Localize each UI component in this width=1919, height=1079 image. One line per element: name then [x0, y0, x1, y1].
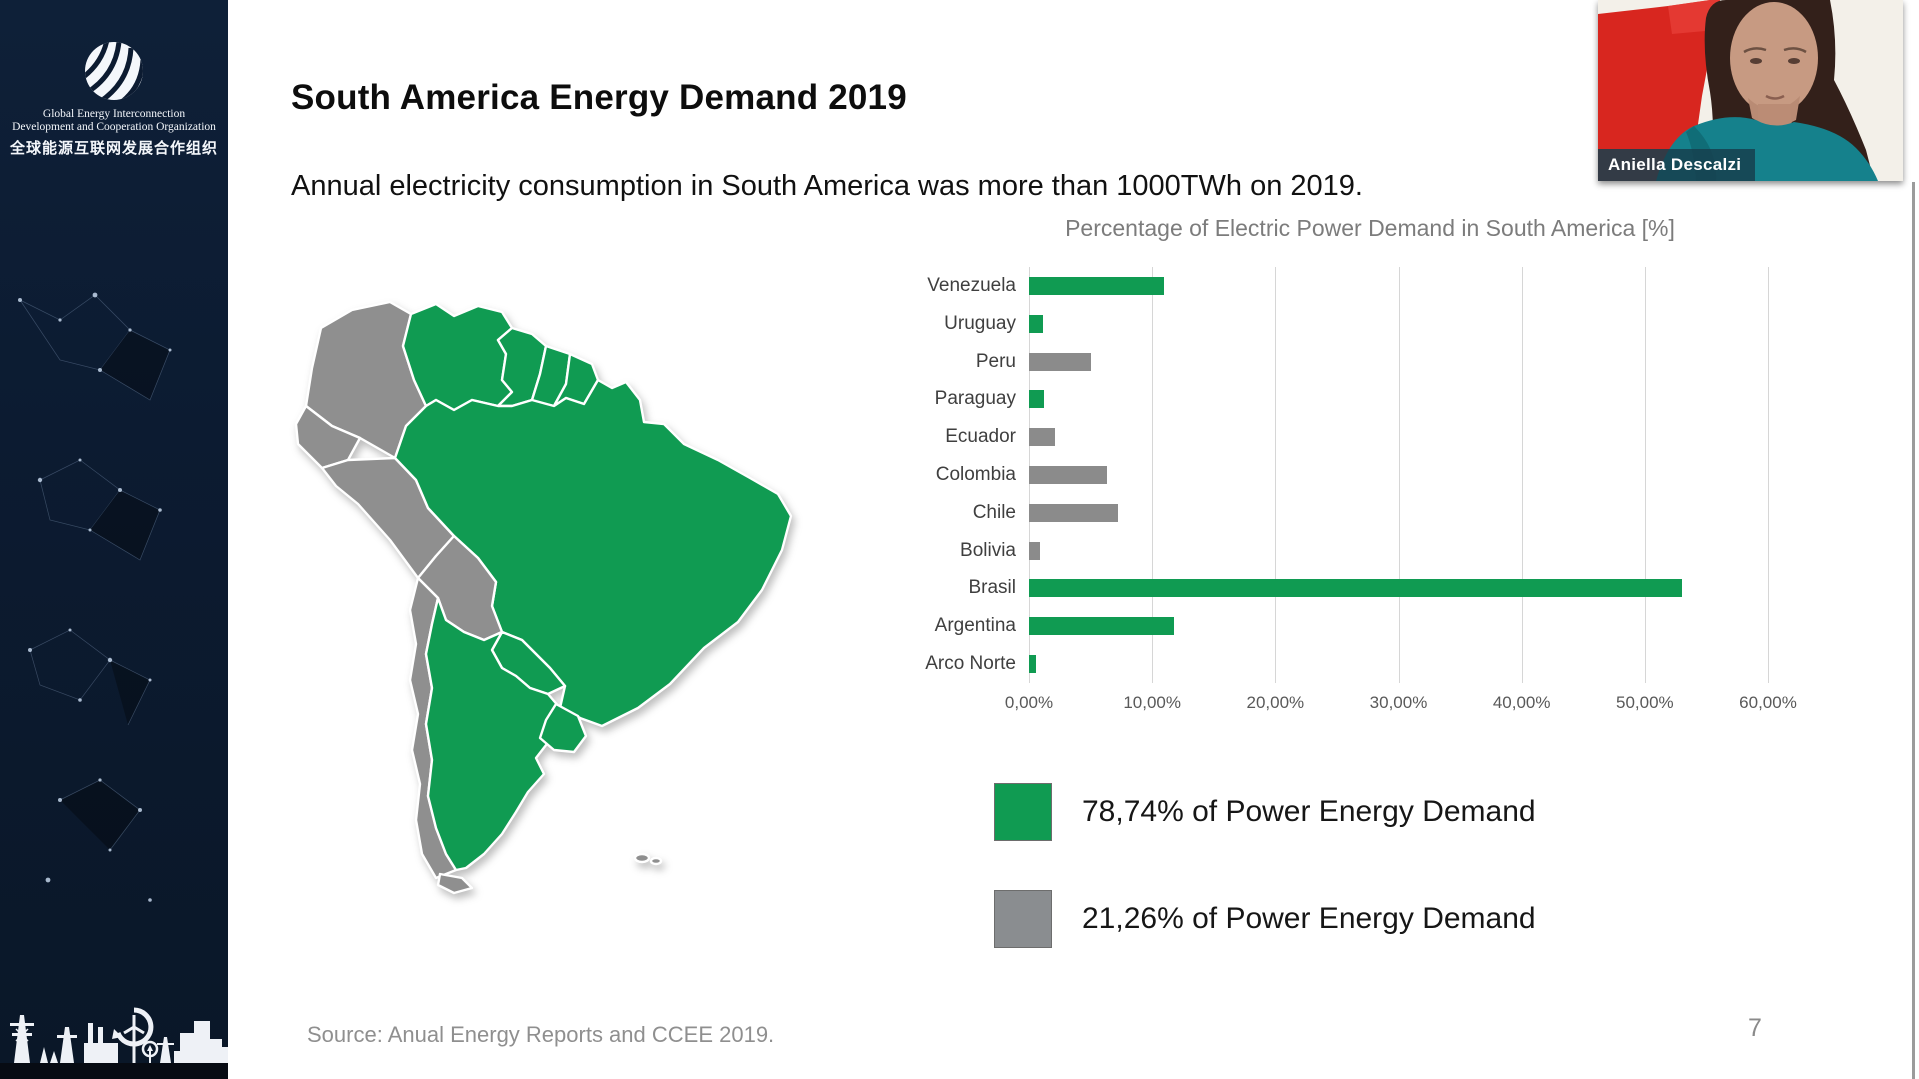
map-country-uruguay	[538, 702, 588, 754]
legend-swatch	[994, 890, 1052, 948]
sidebar-bottom-strip	[0, 1063, 228, 1079]
bar-track	[1029, 314, 1768, 333]
map-country-venezuela	[401, 302, 514, 412]
x-tick-label: 40,00%	[1492, 693, 1551, 712]
bar-category-label: Peru	[975, 350, 1016, 372]
org-name-english: Global Energy Interconnection Developmen…	[0, 108, 228, 134]
person-face	[1730, 2, 1818, 114]
energy-skyline-graphic	[10, 1007, 228, 1063]
bar-category-label: Venezuela	[927, 274, 1016, 296]
bar-track	[1029, 617, 1768, 636]
bar-track	[1029, 579, 1768, 598]
bar-category-label: Brasil	[968, 577, 1016, 599]
map-falkland-islands-2	[649, 856, 663, 866]
slide-title: South America Energy Demand 2019	[291, 78, 907, 117]
bar-track	[1029, 352, 1768, 371]
chart-row-peru: Peru	[870, 343, 1768, 381]
bar-category-label: Chile	[972, 501, 1016, 523]
geidco-globe-logo-icon	[0, 38, 228, 109]
gridline-20,00%	[1275, 267, 1277, 683]
bar-peru	[1029, 352, 1091, 371]
bar-category-label: Arco Norte	[925, 653, 1016, 675]
bar-brasil	[1029, 579, 1682, 598]
x-tick-label: 50,00%	[1615, 693, 1674, 712]
x-tick-label: 0,00%	[1004, 693, 1054, 712]
bar-colombia	[1029, 465, 1107, 484]
bar-category-label: Colombia	[935, 463, 1016, 485]
slide-subtitle: Annual electricity consumption in South …	[291, 170, 1363, 202]
bar-bolivia	[1029, 541, 1041, 560]
chart-row-argentina: Argentina	[870, 607, 1768, 645]
org-name-line2: Development and Cooperation Organization	[12, 121, 216, 133]
bar-category-label: Bolivia	[960, 539, 1016, 561]
chart-row-chile: Chile	[870, 494, 1768, 532]
bar-venezuela	[1029, 276, 1165, 295]
bar-track	[1029, 465, 1768, 484]
bar-track	[1029, 503, 1768, 522]
bar-paraguay	[1029, 390, 1044, 409]
bar-track	[1029, 390, 1768, 409]
chart-row-arco-norte: Arco Norte	[870, 645, 1768, 683]
bar-category-label: Paraguay	[934, 388, 1016, 410]
chart-row-brasil: Brasil	[870, 570, 1768, 608]
chart-row-paraguay: Paraguay	[870, 380, 1768, 418]
legend-swatch	[994, 783, 1052, 841]
org-name-line1: Global Energy Interconnection	[42, 108, 186, 120]
chart-row-colombia: Colombia	[870, 456, 1768, 494]
chart-row-venezuela: Venezuela	[870, 267, 1768, 305]
south-america-map	[240, 288, 820, 908]
gridline-30,00%	[1398, 267, 1400, 683]
bar-argentina	[1029, 617, 1175, 636]
webcam-video-tile[interactable]: Aniella Descalzi	[1598, 0, 1903, 181]
chart-rows: Venezuela Uruguay Peru Paraguay Ecuador Colom…	[870, 267, 1768, 683]
bar-track	[1029, 276, 1768, 295]
bar-arco-norte	[1029, 655, 1037, 674]
bar-track	[1029, 655, 1768, 674]
source-note: Source: Anual Energy Reports and CCEE 20…	[307, 1022, 775, 1047]
chart-row-ecuador: Ecuador	[870, 418, 1768, 456]
constellation-pattern	[18, 292, 172, 902]
bar-chile	[1029, 503, 1118, 522]
chart-row-uruguay: Uruguay	[870, 305, 1768, 343]
gridline-50,00%	[1644, 267, 1646, 683]
map-tierra-del-fuego	[436, 872, 474, 895]
org-name-chinese: 全球能源互联网发展合作组织	[9, 140, 218, 157]
bar-category-label: Uruguay	[944, 312, 1016, 334]
x-tick-label: 20,00%	[1246, 693, 1305, 712]
map-country-argentina	[424, 596, 582, 872]
legend-item: 78,74% of Power Energy Demand	[994, 783, 1536, 841]
bar-category-label: Ecuador	[945, 426, 1016, 448]
bar-chart: Venezuela Uruguay Peru Paraguay Ecuador Colom…	[870, 267, 1797, 712]
x-tick-label: 60,00%	[1739, 693, 1797, 712]
chart-x-axis: 0,00% 10,00% 20,00% 30,00% 40,00% 50,00% 60,00…	[870, 693, 1797, 717]
gridline-40,00%	[1521, 267, 1523, 683]
chart-title: Percentage of Electric Power Demand in S…	[1065, 215, 1675, 241]
legend-label: 78,74% of Power Energy Demand	[1082, 795, 1536, 828]
chart-legend: 78,74% of Power Energy Demand 21,26% of P…	[994, 783, 1536, 997]
gridline-60,00%	[1768, 267, 1769, 683]
gridline-10,00%	[1152, 267, 1154, 683]
legend-label: 21,26% of Power Energy Demand	[1082, 902, 1536, 935]
participant-name-tag: Aniella Descalzi	[1598, 149, 1756, 181]
x-tick-label: 30,00%	[1369, 693, 1428, 712]
bar-uruguay	[1029, 314, 1043, 333]
window-scrollbar[interactable]	[1912, 182, 1915, 1079]
sidebar-brand-panel: Global Energy Interconnection Developmen…	[0, 0, 228, 1079]
bar-track	[1029, 541, 1768, 560]
legend-item: 21,26% of Power Energy Demand	[994, 890, 1536, 948]
bar-track	[1029, 428, 1768, 447]
x-tick-label: 10,00%	[1123, 693, 1181, 712]
bar-category-label: Argentina	[934, 615, 1016, 637]
page-number: 7	[1748, 1014, 1762, 1042]
bar-ecuador	[1029, 428, 1055, 447]
chart-row-bolivia: Bolivia	[870, 532, 1768, 570]
map-falkland-islands	[633, 852, 651, 864]
